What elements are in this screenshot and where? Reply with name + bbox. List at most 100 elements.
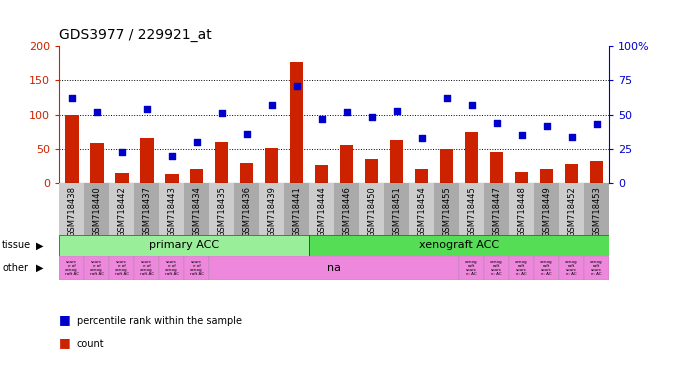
Text: xenog
raft
sourc
e: AC: xenog raft sourc e: AC — [465, 260, 478, 276]
Point — [441, 95, 452, 101]
Text: GSM718450: GSM718450 — [367, 186, 376, 237]
Text: sourc
e of
xenog
raft AC: sourc e of xenog raft AC — [189, 260, 204, 276]
Bar — [109, 256, 134, 280]
Text: ▶: ▶ — [36, 263, 44, 273]
Text: ■: ■ — [59, 336, 71, 349]
Bar — [59, 183, 84, 235]
Bar — [234, 183, 259, 235]
Point — [516, 132, 527, 138]
Bar — [315, 166, 329, 183]
Bar — [584, 256, 609, 280]
Text: GSM718455: GSM718455 — [442, 186, 451, 237]
Bar — [390, 140, 404, 183]
Bar — [465, 132, 478, 183]
Bar — [459, 256, 484, 280]
Text: ▶: ▶ — [36, 240, 44, 250]
Text: GSM718440: GSM718440 — [92, 186, 101, 237]
Text: GSM718435: GSM718435 — [217, 186, 226, 237]
Bar — [209, 256, 459, 280]
Bar — [209, 183, 234, 235]
Point — [591, 121, 602, 127]
Text: sourc
e of
xenog
raft AC: sourc e of xenog raft AC — [164, 260, 179, 276]
Text: GSM718436: GSM718436 — [242, 186, 251, 237]
Text: xenog
raft
sourc
e: AC: xenog raft sourc e: AC — [515, 260, 528, 276]
Bar — [84, 256, 109, 280]
Bar — [559, 183, 584, 235]
Text: xenog
raft
sourc
e: AC: xenog raft sourc e: AC — [540, 260, 553, 276]
Bar — [484, 256, 509, 280]
Bar — [440, 149, 453, 183]
Text: GSM718448: GSM718448 — [517, 186, 526, 237]
Bar — [490, 152, 503, 183]
Bar — [165, 174, 178, 183]
Text: na: na — [327, 263, 341, 273]
Text: percentile rank within the sample: percentile rank within the sample — [77, 316, 242, 326]
Point — [291, 83, 302, 89]
Text: xenog
raft
sourc
e: AC: xenog raft sourc e: AC — [590, 260, 603, 276]
Bar — [559, 256, 584, 280]
Text: GSM718449: GSM718449 — [542, 186, 551, 237]
Bar — [340, 146, 354, 183]
Bar — [84, 183, 109, 235]
Bar — [215, 142, 228, 183]
Bar — [159, 256, 184, 280]
Bar — [309, 235, 609, 256]
Point — [391, 108, 402, 114]
Bar — [59, 235, 309, 256]
Bar — [239, 163, 253, 183]
Bar — [359, 183, 384, 235]
Text: GSM718453: GSM718453 — [592, 186, 601, 237]
Bar — [309, 183, 334, 235]
Bar — [509, 256, 534, 280]
Text: GSM718444: GSM718444 — [317, 186, 326, 237]
Text: xenog
raft
sourc
e: AC: xenog raft sourc e: AC — [565, 260, 578, 276]
Text: other: other — [2, 263, 28, 273]
Text: GSM718451: GSM718451 — [392, 186, 401, 237]
Bar — [284, 183, 309, 235]
Text: sourc
e of
xenog
raft AC: sourc e of xenog raft AC — [90, 260, 104, 276]
Point — [566, 134, 577, 140]
Point — [341, 109, 352, 115]
Bar — [65, 115, 79, 183]
Bar — [584, 183, 609, 235]
Bar — [415, 169, 429, 183]
Point — [116, 149, 127, 155]
Bar — [334, 183, 359, 235]
Point — [416, 135, 427, 141]
Bar — [259, 183, 284, 235]
Text: sourc
e of
xenog
raft AC: sourc e of xenog raft AC — [115, 260, 129, 276]
Point — [366, 114, 377, 121]
Text: xenograft ACC: xenograft ACC — [419, 240, 499, 250]
Text: GSM718452: GSM718452 — [567, 186, 576, 237]
Bar — [365, 159, 379, 183]
Point — [491, 120, 502, 126]
Bar — [590, 161, 603, 183]
Text: GSM718438: GSM718438 — [67, 186, 76, 237]
Bar — [539, 169, 553, 183]
Text: GSM718446: GSM718446 — [342, 186, 351, 237]
Point — [541, 122, 552, 129]
Text: primary ACC: primary ACC — [149, 240, 219, 250]
Bar — [184, 183, 209, 235]
Text: GSM718439: GSM718439 — [267, 186, 276, 237]
Point — [266, 102, 277, 108]
Bar — [484, 183, 509, 235]
Point — [141, 106, 152, 112]
Text: count: count — [77, 339, 104, 349]
Text: GSM718447: GSM718447 — [492, 186, 501, 237]
Bar — [434, 183, 459, 235]
Bar — [564, 164, 578, 183]
Bar — [459, 183, 484, 235]
Bar — [134, 183, 159, 235]
Bar — [514, 172, 528, 183]
Text: GDS3977 / 229921_at: GDS3977 / 229921_at — [59, 28, 212, 42]
Point — [166, 153, 177, 159]
Bar — [109, 183, 134, 235]
Bar — [509, 183, 534, 235]
Text: sourc
e of
xenog
raft AC: sourc e of xenog raft AC — [140, 260, 154, 276]
Bar — [140, 138, 154, 183]
Text: GSM718442: GSM718442 — [117, 186, 126, 237]
Bar — [290, 62, 303, 183]
Point — [316, 116, 327, 122]
Point — [216, 110, 227, 116]
